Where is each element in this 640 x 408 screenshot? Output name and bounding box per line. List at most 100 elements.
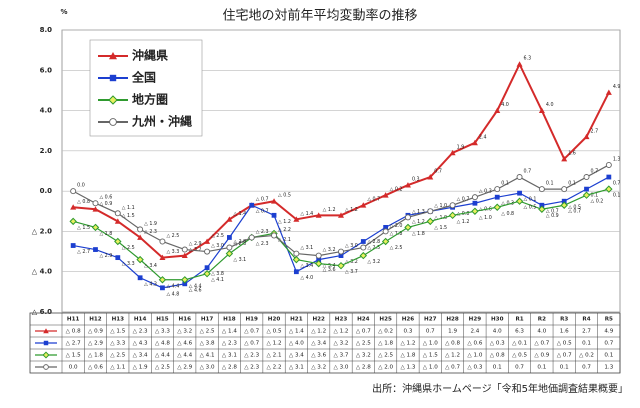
data-point	[314, 259, 323, 268]
legend-label: 全国	[131, 70, 156, 85]
data-label: △ 0.7	[256, 197, 269, 203]
table-header: H14	[134, 317, 147, 323]
table-legend-marker	[43, 328, 49, 334]
data-label: △ 3.2	[323, 247, 336, 253]
data-label: △ 2.5	[211, 233, 224, 239]
data-label: 0.1	[546, 181, 554, 187]
data-point	[471, 194, 478, 201]
table-cell: 0.7	[515, 365, 524, 371]
data-label: △ 1.2	[412, 219, 425, 225]
data-point	[203, 270, 211, 278]
data-point	[360, 202, 367, 208]
data-point	[560, 201, 568, 209]
data-label: △ 0.8	[501, 211, 514, 217]
data-label: △ 3.3	[166, 249, 179, 255]
data-point	[159, 238, 166, 245]
data-point	[181, 252, 188, 258]
table-cell: △ 0.8	[490, 353, 505, 359]
data-label: △ 4.4	[189, 283, 202, 289]
data-label: △ 0.7	[256, 209, 269, 215]
data-label: 6.3	[524, 56, 532, 62]
table-cell: △ 4.1	[200, 353, 215, 359]
data-point	[292, 255, 301, 264]
table-header: H23	[335, 317, 348, 323]
data-label: 0.7	[591, 169, 599, 175]
data-label: △ 3.2	[345, 259, 358, 265]
table-cell: △ 0.8	[445, 341, 460, 347]
data-label: △ 1.0	[434, 203, 447, 209]
table-cell: △ 4.4	[155, 353, 170, 359]
data-point	[583, 133, 590, 140]
data-label: △ 3.1	[233, 257, 246, 263]
table-cell: △ 2.3	[244, 353, 259, 359]
data-point	[427, 174, 434, 180]
table-cell: △ 1.2	[334, 329, 349, 335]
y-tick-label: △ 4.0	[32, 268, 52, 276]
y-tick-label: 6.0	[40, 66, 53, 74]
data-label: △ 1.2	[323, 207, 336, 213]
table-cell: △ 0.7	[244, 341, 259, 347]
data-point	[338, 248, 345, 255]
data-label: △ 0.6	[99, 195, 112, 201]
data-point	[471, 207, 479, 215]
data-label: △ 2.3	[256, 241, 269, 247]
y-tick-label: △ 6.0	[32, 308, 52, 316]
table-cell: △ 0.7	[557, 353, 572, 359]
table-cell: △ 1.5	[423, 353, 438, 359]
table-cell: 0.0	[69, 365, 78, 371]
data-point	[472, 200, 478, 206]
table-cell: △ 1.5	[110, 329, 125, 335]
table-cell: △ 2.7	[66, 341, 81, 347]
table-cell: △ 2.1	[267, 353, 282, 359]
data-label: △ 1.3	[412, 209, 425, 215]
table-header: R3	[560, 317, 568, 323]
table-cell: 4.0	[493, 329, 502, 335]
data-point	[316, 257, 322, 263]
table-cell: △ 2.5	[378, 353, 393, 359]
data-label: △ 1.2	[345, 207, 358, 213]
table-cell: △ 1.8	[88, 353, 103, 359]
data-label: △ 4.6	[189, 287, 202, 293]
data-label: △ 3.4	[300, 263, 313, 269]
data-point	[449, 149, 456, 156]
table-header: H21	[290, 317, 303, 323]
data-point	[338, 212, 344, 218]
table-cell: △ 0.6	[88, 365, 103, 371]
data-label: △ 0.5	[524, 205, 537, 211]
table-header: R4	[582, 317, 590, 323]
table-cell: △ 0.5	[512, 353, 527, 359]
data-point	[338, 253, 344, 258]
data-point	[584, 186, 589, 192]
table-cell: 4.9	[604, 329, 613, 335]
table-header: H28	[446, 317, 459, 323]
table-cell: 0.7	[582, 365, 591, 371]
table-cell: △ 0.6	[467, 341, 482, 347]
data-label: △ 1.9	[144, 221, 157, 227]
data-point	[293, 216, 300, 222]
data-point	[448, 211, 457, 220]
table-cell: △ 0.9	[88, 329, 103, 335]
data-label: △ 0.5	[568, 205, 581, 211]
table-cell: △ 3.8	[200, 341, 215, 347]
table-cell: △ 3.7	[334, 353, 349, 359]
data-label: △ 1.4	[233, 211, 246, 217]
data-label: △ 4.8	[166, 291, 179, 297]
data-label: △ 2.1	[278, 237, 291, 243]
data-point	[70, 188, 77, 195]
table-cell: △ 0.5	[267, 329, 282, 335]
data-point	[92, 200, 99, 207]
table-cell: △ 1.4	[222, 329, 237, 335]
y-unit: %	[60, 8, 67, 16]
data-point	[69, 217, 77, 226]
data-label: △ 2.9	[189, 241, 202, 247]
data-label: 0.7	[524, 169, 532, 175]
table-cell: △ 0.7	[356, 329, 371, 335]
data-label: △ 2.5	[166, 233, 179, 239]
table-cell: △ 3.0	[200, 365, 215, 371]
data-point	[181, 246, 188, 253]
data-point	[158, 276, 167, 284]
table-cell: △ 2.0	[378, 365, 393, 371]
data-label: 2.4	[479, 134, 487, 140]
data-point	[605, 89, 612, 95]
table-cell: △ 2.2	[267, 365, 282, 371]
